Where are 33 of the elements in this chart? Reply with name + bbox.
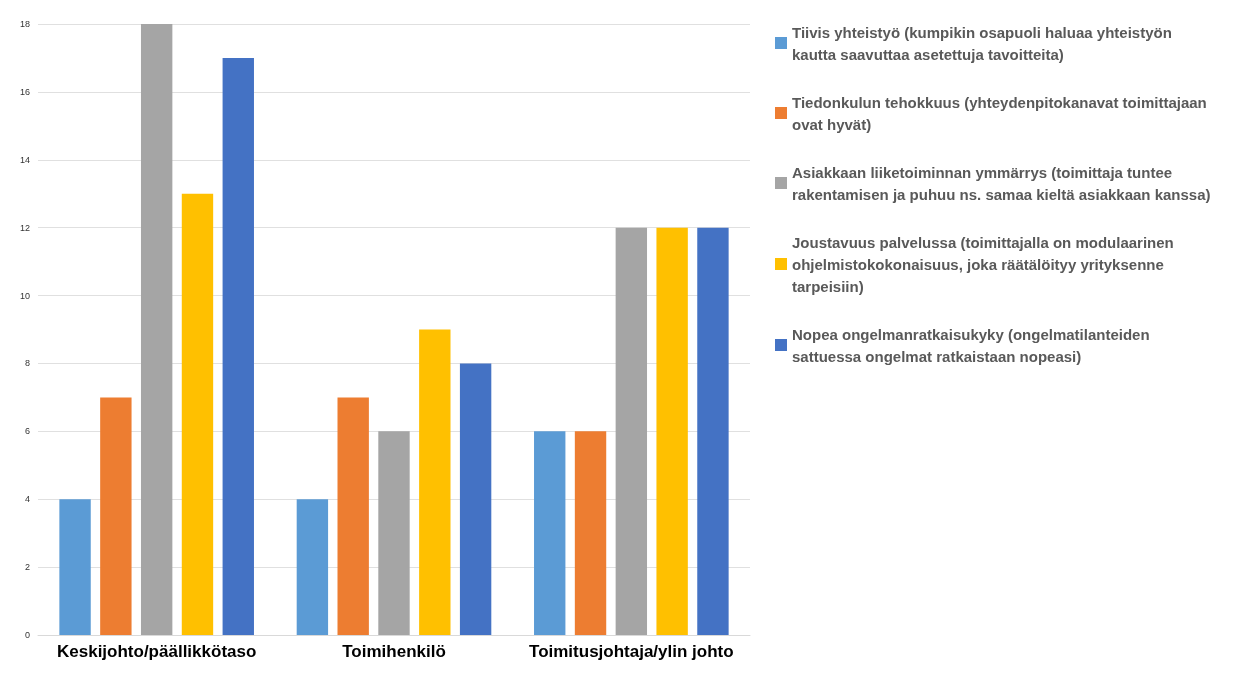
x-tick-label: Toimihenkilö bbox=[342, 642, 446, 661]
bar bbox=[574, 431, 607, 635]
bar bbox=[378, 431, 410, 635]
y-tick-label: 12 bbox=[19, 222, 30, 233]
legend-label: Tiivis yhteistyö (kumpikin osapuoli haluaa yhteistyön kautta saavuttaa asetettuja tavoitteita) bbox=[792, 23, 1176, 63]
x-tick-label: Keskijohto/päällikkötaso bbox=[56, 642, 257, 661]
bar bbox=[59, 499, 91, 635]
y-tick-label: 2 bbox=[24, 562, 30, 573]
legend-label: Tiedonkulun tehokkuus (yhteydenpitokanavat toimittajaan ovat hyvät) bbox=[792, 93, 1211, 133]
y-tick-label: 18 bbox=[19, 19, 30, 29]
bar bbox=[140, 24, 173, 635]
bar bbox=[615, 227, 648, 635]
legend-label: Nopea ongelmanratkaisukyky (ongelmatilanteiden sattuessa ongelmat ratkaistaan nopeasi) bbox=[792, 325, 1154, 365]
y-tick-label: 8 bbox=[24, 358, 30, 369]
y-tick-label: 14 bbox=[19, 154, 30, 165]
bar bbox=[459, 363, 492, 635]
legend-label: Asiakkaan liiketoiminnan ymmärrys (toimittaja tuntee rakentamisen ja puhuu ns. samaa kieltä asiakkaan kanssa) bbox=[792, 163, 1211, 203]
y-tick-label: 0 bbox=[24, 630, 30, 640]
y-tick-label: 16 bbox=[19, 86, 30, 97]
bar bbox=[697, 227, 729, 635]
bar bbox=[337, 397, 369, 635]
bar bbox=[534, 431, 566, 635]
bar bbox=[100, 397, 132, 635]
bar bbox=[419, 329, 451, 635]
y-tick-label: 10 bbox=[19, 290, 30, 301]
bar bbox=[656, 227, 688, 635]
bar bbox=[181, 193, 214, 635]
y-tick-label: 6 bbox=[24, 426, 30, 437]
bar bbox=[222, 57, 254, 635]
bar bbox=[296, 499, 329, 635]
x-tick-label: Toimitusjohtaja/ylin johto bbox=[529, 642, 734, 661]
legend-label: Joustavuus palvelussa (toimittajalla on modulaarinen ohjelmistokokonaisuus, joka räätälöityy yrityksenne tarpeisiin) bbox=[792, 233, 1178, 295]
y-tick-label: 4 bbox=[24, 494, 30, 505]
